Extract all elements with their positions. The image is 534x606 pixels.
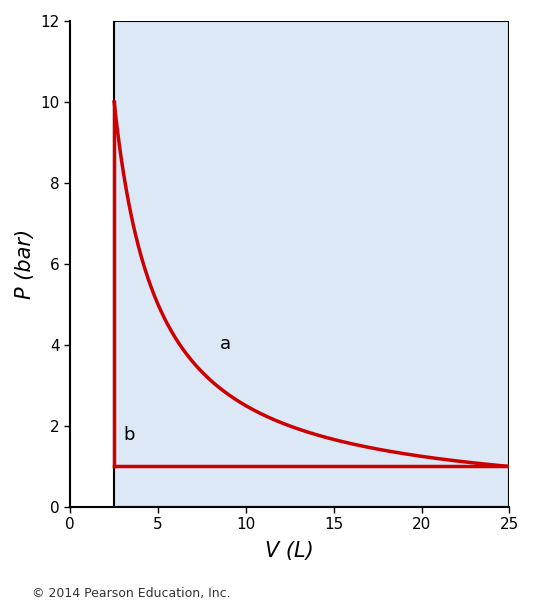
X-axis label: V (L): V (L)	[265, 541, 314, 561]
Y-axis label: P (bar): P (bar)	[15, 229, 35, 299]
Text: b: b	[123, 426, 135, 444]
Text: © 2014 Pearson Education, Inc.: © 2014 Pearson Education, Inc.	[32, 587, 231, 600]
Text: a: a	[219, 335, 231, 353]
